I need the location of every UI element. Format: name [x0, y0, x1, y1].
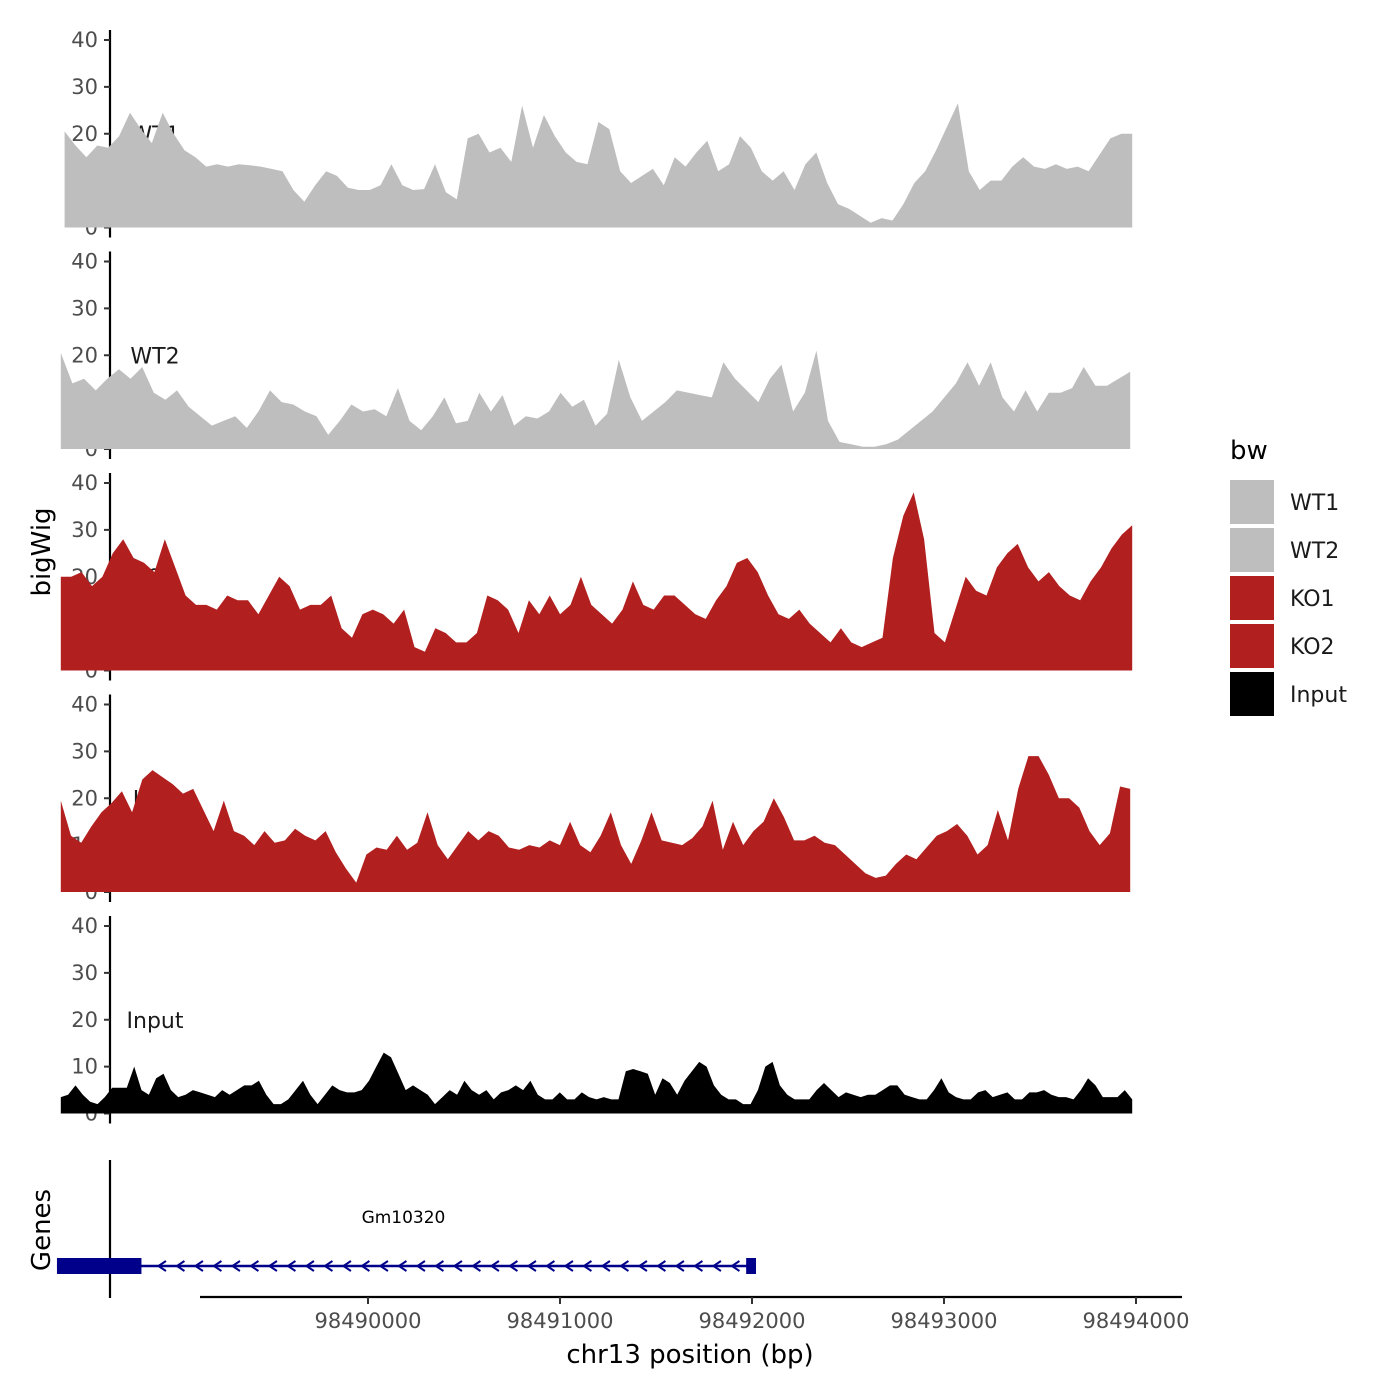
strand-arrow [545, 1260, 555, 1272]
x-tick-label: 98493000 [891, 1309, 998, 1333]
strand-arrow [582, 1260, 592, 1272]
coverage-area-ko2 [60, 756, 1131, 892]
y-tick-label: 30 [71, 518, 98, 542]
y-tick-label: 30 [71, 75, 98, 99]
legend-key-wt2 [1230, 528, 1274, 572]
coverage-area-wt1 [64, 103, 1133, 228]
y-tick-label: 40 [71, 250, 98, 274]
panel-ko2: 010203040KO2 [60, 693, 1131, 904]
y-axis-title: bigWig [27, 507, 57, 596]
panel-ko1: 010203040KO1 [60, 471, 1133, 683]
strand-arrow [212, 1260, 222, 1272]
gene-exon-thick [56, 1258, 142, 1274]
strand-arrow [674, 1260, 685, 1272]
strand-arrow [415, 1260, 426, 1272]
strand-arrow [304, 1260, 315, 1272]
y-tick-label: 40 [71, 471, 98, 495]
legend-key-ko2 [1230, 624, 1274, 668]
legend-key-wt1 [1230, 480, 1274, 524]
legend-label-ko1: KO1 [1290, 587, 1335, 612]
strand-arrow [230, 1260, 241, 1272]
strand-arrow [378, 1260, 389, 1272]
strand-arrow [286, 1260, 296, 1272]
strand-arrow [656, 1260, 666, 1272]
strand-arrow [711, 1260, 722, 1272]
y-tick-label: 20 [71, 1008, 98, 1032]
strand-arrow [489, 1260, 500, 1272]
strand-arrow [434, 1260, 444, 1272]
track-label-input: Input [127, 1009, 184, 1034]
track-panels: 010203040WT1010203040WT2010203040KO10102… [60, 28, 1133, 1126]
legend-label-input: Input [1290, 683, 1347, 708]
y-tick-label: 40 [71, 693, 98, 717]
strand-arrow [508, 1260, 518, 1272]
legend-key-ko1 [1230, 576, 1274, 620]
strand-arrow [175, 1260, 185, 1272]
strand-arrow [249, 1260, 259, 1272]
strand-arrow [619, 1260, 629, 1272]
y-tick-label: 30 [71, 961, 98, 985]
coverage-area-wt2 [60, 350, 1131, 449]
strand-arrow [730, 1260, 740, 1272]
y-tick-label: 40 [71, 28, 98, 52]
strand-arrow [360, 1260, 370, 1272]
legend-title: bw [1230, 436, 1268, 466]
strand-arrow [193, 1260, 204, 1272]
gene-exon-end [746, 1258, 756, 1274]
legend-label-wt1: WT1 [1290, 491, 1339, 516]
strand-arrow [526, 1260, 537, 1272]
strand-arrow [693, 1260, 703, 1272]
panel-wt1: 010203040WT1 [64, 28, 1133, 240]
legend-label-wt2: WT2 [1290, 539, 1339, 564]
y-tick-label: 20 [71, 122, 98, 146]
x-tick-label: 98490000 [315, 1309, 422, 1333]
y-tick-label: 40 [71, 914, 98, 938]
x-axis: 98490000 98491000 98492000 98493000 98494000 [200, 1295, 1190, 1333]
y-tick-label: 30 [71, 296, 98, 320]
x-tick-label: 98491000 [507, 1309, 614, 1333]
genes-axis-title: Genes [27, 1189, 57, 1271]
strand-arrow [267, 1260, 278, 1272]
strand-arrow [471, 1260, 481, 1272]
strand-arrow [397, 1260, 407, 1272]
strand-arrow [600, 1260, 611, 1272]
x-tick-label: 98494000 [1083, 1309, 1190, 1333]
x-axis-title: chr13 position (bp) [566, 1340, 813, 1370]
legend-key-input [1230, 672, 1274, 716]
strand-arrow [452, 1260, 463, 1272]
y-tick-label: 10 [71, 1055, 98, 1079]
coverage-area-input [60, 1052, 1133, 1114]
panel-wt2: 010203040WT2 [60, 250, 1131, 461]
gene-name-label: Gm10320 [362, 1208, 446, 1228]
legend: bw WT1 WT2 KO1 KO2 Input [1230, 436, 1347, 716]
strand-arrow [341, 1260, 352, 1272]
strand-arrow [323, 1260, 333, 1272]
genes-panel: Gm10320 [56, 1160, 756, 1298]
strand-arrow [637, 1260, 648, 1272]
coverage-area-ko1 [60, 492, 1133, 671]
strand-arrow [563, 1260, 574, 1272]
legend-label-ko2: KO2 [1290, 635, 1335, 660]
track-label-wt2: WT2 [130, 345, 179, 370]
x-tick-label: 98492000 [699, 1309, 806, 1333]
y-tick-label: 20 [71, 786, 98, 810]
y-tick-label: 30 [71, 739, 98, 763]
strand-arrow [156, 1260, 167, 1272]
y-tick-label: 20 [71, 343, 98, 367]
